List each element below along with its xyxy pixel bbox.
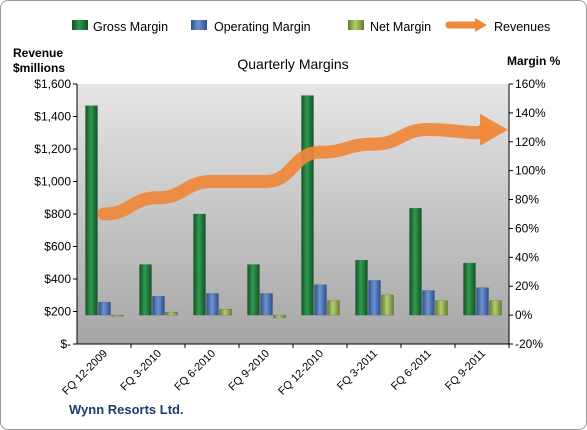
y-right-tick-label: 20% [515, 279, 539, 293]
legend-arrowhead-revenues [475, 18, 487, 32]
legend-swatch-operating-margin [191, 20, 207, 30]
y-left-tick-label: $800 [44, 207, 71, 221]
y-right-tick-label: 0% [515, 308, 533, 322]
y-left-title-line1: Revenue [13, 46, 63, 60]
legend-swatch-net-margin [348, 20, 364, 30]
x-category-label: FQ 12-2010 [276, 348, 326, 398]
bar-operating-margin [260, 293, 273, 316]
bar-net-margin [489, 300, 502, 316]
y-right-tick-label: 40% [515, 250, 539, 264]
line-layer [97, 113, 508, 221]
chart-title: Quarterly Margins [237, 56, 348, 72]
bar-net-margin [111, 314, 124, 317]
bar-net-margin [381, 294, 394, 316]
bar-operating-margin [152, 296, 165, 316]
bar-operating-margin [422, 290, 435, 316]
bar-operating-margin [476, 287, 489, 316]
y-left-tick-label: $1,600 [34, 77, 71, 91]
bar-net-margin [165, 311, 178, 316]
y-right-tick-label: 160% [515, 77, 546, 91]
y-right-tick-label: 60% [515, 221, 539, 235]
x-category-label: FQ 9-2011 [443, 348, 488, 393]
y-right-tick-label: 140% [515, 106, 546, 120]
bar-net-margin [327, 300, 340, 316]
y-right-tick-label: -20% [515, 337, 543, 351]
bar-gross-margin [85, 105, 98, 316]
company-name: Wynn Resorts Ltd. [69, 402, 184, 417]
y-left-tick-label: $1,000 [34, 175, 71, 189]
bar-operating-margin [314, 284, 327, 316]
bar-gross-margin [409, 207, 422, 316]
y-right-tick-label: 80% [515, 193, 539, 207]
legend-label-revenues: Revenues [494, 20, 550, 34]
y-right-tick-label: 100% [515, 164, 546, 178]
y-right-tick-label: 120% [515, 135, 546, 149]
bar-gross-margin [301, 95, 314, 316]
legend-swatch-gross-margin [72, 20, 88, 30]
y-left-tick-label: $1,200 [34, 142, 71, 156]
y-left-tick-label: $600 [44, 240, 71, 254]
x-category-label: FQ 9-2010 [226, 348, 272, 394]
y-left-tick-label: $200 [44, 305, 71, 319]
revenues-line [97, 123, 491, 221]
legend-label-operating-margin: Operating Margin [214, 20, 311, 34]
y-left-tick-label: $400 [44, 272, 71, 286]
bar-gross-margin [247, 264, 260, 316]
y-left-title-line2: $millions [13, 61, 65, 75]
x-category-label: FQ 3-2010 [118, 348, 164, 394]
bar-gross-margin [463, 262, 476, 316]
bar-net-margin [435, 300, 448, 316]
legend-label-net-margin: Net Margin [370, 20, 431, 34]
bar-operating-margin [206, 293, 219, 316]
bar-operating-margin [98, 301, 111, 316]
x-category-label: FQ 6-2011 [389, 348, 434, 393]
bar-net-margin [273, 314, 286, 319]
bars-layer [85, 95, 502, 319]
bar-net-margin [219, 309, 232, 316]
revenues-arrowhead [480, 113, 508, 146]
x-category-label: FQ 3-2011 [335, 348, 380, 393]
legend: Gross Margin Operating Margin Net Margin… [72, 18, 550, 34]
x-category-label: FQ 6-2010 [172, 348, 218, 394]
bar-gross-margin [139, 264, 152, 316]
y-left-tick-label: $1,400 [34, 110, 71, 124]
bar-gross-margin [355, 259, 368, 316]
y-right-title: Margin % [507, 54, 561, 68]
x-category-label: FQ 12-2009 [60, 348, 110, 398]
y-left-tick-label: $- [60, 337, 71, 351]
legend-label-gross-margin: Gross Margin [93, 20, 168, 34]
bar-operating-margin [368, 280, 381, 316]
bar-gross-margin [193, 213, 206, 316]
